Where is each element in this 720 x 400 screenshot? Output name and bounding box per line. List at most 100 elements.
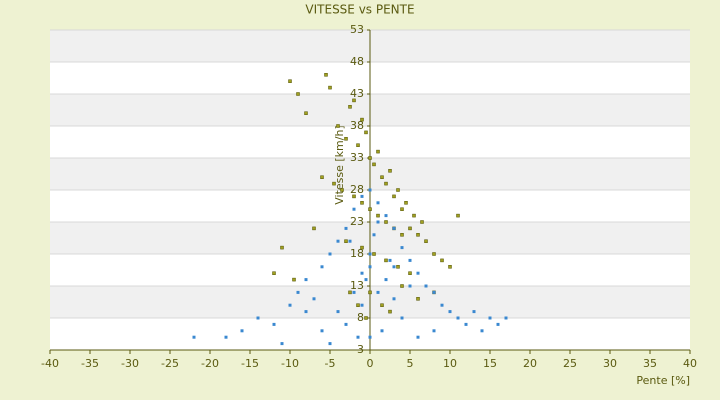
- x-tick-label: 0: [367, 357, 374, 370]
- point: [416, 271, 420, 275]
- x-tick-label: -15: [241, 357, 259, 370]
- point: [288, 303, 292, 307]
- point: [356, 303, 360, 307]
- point: [192, 335, 196, 339]
- y-axis-label: Vitesse [km/h]: [333, 125, 346, 205]
- x-tick-label: 35: [643, 357, 657, 370]
- point: [432, 290, 436, 294]
- x-tick-label: -30: [121, 357, 139, 370]
- point: [420, 220, 424, 224]
- point: [448, 310, 452, 314]
- point: [384, 220, 388, 224]
- point: [292, 277, 296, 282]
- point: [368, 290, 372, 295]
- point: [240, 329, 244, 333]
- point: [376, 290, 380, 294]
- point: [380, 329, 384, 333]
- y-tick-label: 48: [350, 55, 364, 68]
- point: [472, 310, 476, 314]
- point: [352, 194, 356, 199]
- x-tick-label: -40: [41, 357, 59, 370]
- point: [400, 233, 404, 237]
- point: [496, 322, 500, 326]
- point: [364, 316, 368, 320]
- point: [344, 239, 348, 243]
- point: [416, 335, 420, 339]
- chart-title: VITESSE vs PENTE: [305, 3, 414, 17]
- point: [360, 194, 364, 198]
- point: [432, 329, 436, 333]
- point: [224, 335, 228, 339]
- point: [296, 92, 300, 96]
- point: [344, 137, 348, 141]
- point: [392, 297, 396, 301]
- point: [352, 98, 356, 103]
- point: [396, 188, 400, 192]
- point: [384, 181, 388, 186]
- x-tick-label: 10: [443, 357, 457, 370]
- point: [400, 316, 404, 320]
- point: [380, 303, 384, 307]
- point: [408, 226, 412, 231]
- point: [304, 310, 308, 314]
- y-tick-label: 18: [350, 247, 364, 260]
- point: [296, 290, 300, 294]
- y-tick-label: 43: [350, 87, 364, 100]
- point: [380, 175, 384, 179]
- point: [408, 271, 412, 275]
- y-tick-label: 8: [357, 311, 364, 324]
- point: [312, 297, 316, 301]
- point: [344, 322, 348, 326]
- point: [424, 239, 428, 243]
- point: [356, 143, 360, 147]
- point: [504, 316, 508, 320]
- x-tick-label: -10: [281, 357, 299, 370]
- point: [388, 169, 392, 173]
- point: [408, 258, 412, 262]
- point: [372, 233, 376, 237]
- point: [368, 156, 372, 160]
- point: [272, 271, 276, 275]
- x-tick-label: 15: [483, 357, 497, 370]
- point: [256, 316, 260, 320]
- point: [360, 117, 364, 122]
- point: [332, 181, 336, 186]
- point: [340, 188, 344, 192]
- point: [424, 284, 428, 288]
- point: [320, 265, 324, 269]
- point: [388, 309, 392, 314]
- point: [368, 252, 372, 256]
- point: [408, 284, 412, 288]
- point: [372, 162, 376, 167]
- point: [336, 310, 340, 314]
- point: [400, 284, 404, 288]
- point: [348, 105, 352, 109]
- point: [360, 245, 364, 250]
- point: [304, 111, 308, 115]
- point: [388, 258, 392, 262]
- point: [440, 303, 444, 307]
- point: [320, 329, 324, 333]
- point: [372, 252, 376, 256]
- point: [384, 258, 388, 263]
- point: [376, 213, 380, 218]
- y-tick-label: 13: [350, 279, 364, 292]
- point: [480, 329, 484, 333]
- point: [412, 213, 416, 218]
- point: [360, 303, 364, 307]
- point: [320, 175, 324, 179]
- point: [456, 213, 460, 218]
- point: [348, 239, 352, 243]
- point: [384, 278, 388, 282]
- point: [392, 194, 396, 199]
- point: [376, 220, 380, 224]
- point: [368, 207, 372, 211]
- point: [272, 322, 276, 326]
- x-tick-label: 20: [523, 357, 537, 370]
- point: [448, 265, 452, 269]
- point: [488, 316, 492, 320]
- x-tick-label: -20: [201, 357, 219, 370]
- point: [368, 335, 372, 339]
- point: [416, 233, 420, 237]
